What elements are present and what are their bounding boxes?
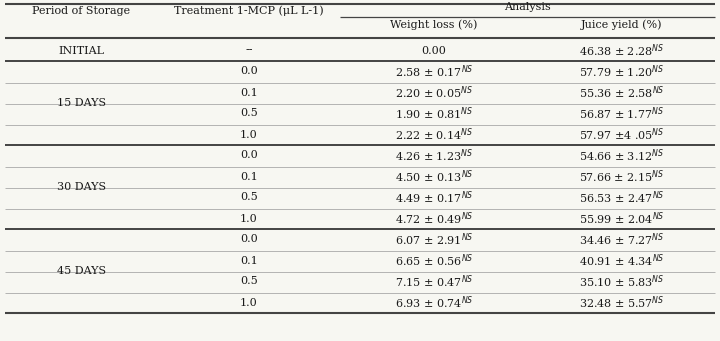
Text: 0.0: 0.0	[240, 66, 258, 76]
Text: 0.1: 0.1	[240, 88, 258, 98]
Text: 57.66 ± 2.15$^{NS}$: 57.66 ± 2.15$^{NS}$	[579, 168, 664, 185]
Text: 34.46 ± 7.27$^{NS}$: 34.46 ± 7.27$^{NS}$	[579, 231, 664, 248]
Text: 46.38 ± 2.28$^{NS}$: 46.38 ± 2.28$^{NS}$	[579, 42, 664, 59]
Text: 57.97 ±4 .05$^{NS}$: 57.97 ±4 .05$^{NS}$	[579, 126, 664, 143]
Text: 30 DAYS: 30 DAYS	[57, 182, 106, 192]
Text: 57.79 ± 1.20$^{NS}$: 57.79 ± 1.20$^{NS}$	[579, 63, 664, 80]
Text: 55.36 ± 2.58$^{NS}$: 55.36 ± 2.58$^{NS}$	[579, 84, 665, 101]
Text: 40.91 ± 4.34$^{NS}$: 40.91 ± 4.34$^{NS}$	[579, 252, 665, 269]
Text: 0.1: 0.1	[240, 255, 258, 266]
Text: 7.15 ± 0.47$^{NS}$: 7.15 ± 0.47$^{NS}$	[395, 273, 473, 290]
Text: 15 DAYS: 15 DAYS	[57, 98, 106, 108]
Text: INITIAL: INITIAL	[58, 45, 104, 56]
Text: 0.0: 0.0	[240, 235, 258, 244]
Text: 32.48 ± 5.57$^{NS}$: 32.48 ± 5.57$^{NS}$	[579, 294, 664, 311]
Text: 6.65 ± 0.56$^{NS}$: 6.65 ± 0.56$^{NS}$	[395, 252, 473, 269]
Text: 1.90 ± 0.81$^{NS}$: 1.90 ± 0.81$^{NS}$	[395, 105, 473, 122]
Text: 0.00: 0.00	[422, 45, 446, 56]
Text: 0.1: 0.1	[240, 172, 258, 181]
Text: 6.93 ± 0.74$^{NS}$: 6.93 ± 0.74$^{NS}$	[395, 294, 473, 311]
Text: Weight loss (%): Weight loss (%)	[390, 20, 477, 30]
Text: 56.87 ± 1.77$^{NS}$: 56.87 ± 1.77$^{NS}$	[579, 105, 665, 122]
Text: 6.07 ± 2.91$^{NS}$: 6.07 ± 2.91$^{NS}$	[395, 231, 473, 248]
Text: 1.0: 1.0	[240, 213, 258, 223]
Text: 2.58 ± 0.17$^{NS}$: 2.58 ± 0.17$^{NS}$	[395, 63, 473, 80]
Text: 4.72 ± 0.49$^{NS}$: 4.72 ± 0.49$^{NS}$	[395, 210, 473, 227]
Text: 2.20 ± 0.05$^{NS}$: 2.20 ± 0.05$^{NS}$	[395, 84, 473, 101]
Text: 1.0: 1.0	[240, 130, 258, 139]
Text: 4.26 ± 1.23$^{NS}$: 4.26 ± 1.23$^{NS}$	[395, 147, 473, 164]
Text: 55.99 ± 2.04$^{NS}$: 55.99 ± 2.04$^{NS}$	[579, 210, 665, 227]
Text: 2.22 ± 0.14$^{NS}$: 2.22 ± 0.14$^{NS}$	[395, 126, 473, 143]
Text: 0.0: 0.0	[240, 150, 258, 161]
Text: Period of Storage: Period of Storage	[32, 6, 130, 16]
Text: 0.5: 0.5	[240, 193, 258, 203]
Text: --: --	[246, 45, 253, 56]
Text: 0.5: 0.5	[240, 108, 258, 119]
Text: 4.50 ± 0.13$^{NS}$: 4.50 ± 0.13$^{NS}$	[395, 168, 473, 185]
Text: Treatment 1-MCP (μL L-1): Treatment 1-MCP (μL L-1)	[174, 6, 324, 16]
Text: 4.49 ± 0.17$^{NS}$: 4.49 ± 0.17$^{NS}$	[395, 189, 473, 206]
Text: 54.66 ± 3.12$^{NS}$: 54.66 ± 3.12$^{NS}$	[579, 147, 664, 164]
Text: 56.53 ± 2.47$^{NS}$: 56.53 ± 2.47$^{NS}$	[579, 189, 665, 206]
Text: 1.0: 1.0	[240, 297, 258, 308]
Text: Juice yield (%): Juice yield (%)	[581, 20, 662, 30]
Text: Analysis: Analysis	[504, 2, 551, 12]
Text: 35.10 ± 5.83$^{NS}$: 35.10 ± 5.83$^{NS}$	[579, 273, 664, 290]
Text: 45 DAYS: 45 DAYS	[57, 266, 106, 276]
Text: 0.5: 0.5	[240, 277, 258, 286]
